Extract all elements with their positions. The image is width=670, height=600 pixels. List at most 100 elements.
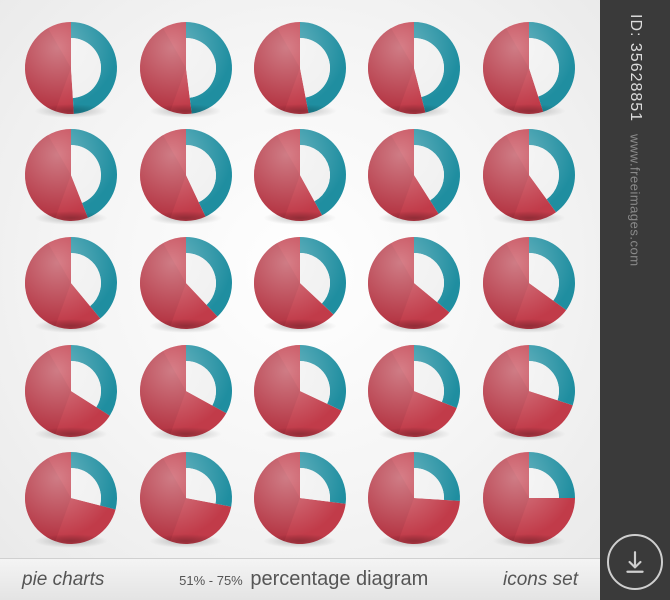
pie-icon-74: [368, 452, 460, 544]
pie-cell: [476, 448, 582, 548]
pie-svg: [254, 129, 346, 221]
pie-shadow: [378, 534, 452, 548]
pie-icon-56: [25, 129, 117, 221]
sheen-overlay: [254, 345, 346, 437]
pie-cell: [247, 126, 353, 226]
pie-cell: [247, 18, 353, 118]
sheen-overlay: [368, 22, 460, 114]
sheen-overlay: [25, 345, 117, 437]
pie-icon-73: [254, 452, 346, 544]
pie-svg: [483, 345, 575, 437]
pie-cell: [132, 341, 238, 441]
pie-icon-62: [140, 237, 232, 329]
pie-cell: [361, 233, 467, 333]
download-icon: [622, 549, 648, 575]
pie-icon-75: [483, 452, 575, 544]
pie-cell: [18, 126, 124, 226]
stock-sidebar: ID: 35628851 www.freeimages.com: [600, 0, 670, 600]
pie-cell: [18, 341, 124, 441]
pie-shadow: [149, 319, 223, 333]
sheen-overlay: [25, 452, 117, 544]
sheen-overlay: [140, 22, 232, 114]
pie-shadow: [263, 534, 337, 548]
pie-shadow: [149, 427, 223, 441]
pie-cell: [361, 448, 467, 548]
pie-svg: [254, 22, 346, 114]
pie-icon-51: [25, 22, 117, 114]
pie-shadow: [34, 534, 108, 548]
pie-svg: [25, 345, 117, 437]
sheen-overlay: [140, 345, 232, 437]
pie-cell: [476, 233, 582, 333]
pie-svg: [483, 452, 575, 544]
sheen-overlay: [483, 452, 575, 544]
pie-cell: [132, 18, 238, 118]
pie-svg: [140, 129, 232, 221]
pie-svg: [483, 237, 575, 329]
pie-svg: [368, 129, 460, 221]
pie-cell: [18, 233, 124, 333]
pie-grid: [0, 0, 600, 558]
pie-cell: [361, 126, 467, 226]
pie-cell: [361, 18, 467, 118]
caption-mid: 51% - 75% percentage diagram: [179, 568, 428, 591]
sheen-overlay: [483, 237, 575, 329]
pie-icon-57: [140, 129, 232, 221]
pie-icon-64: [368, 237, 460, 329]
pie-svg: [368, 345, 460, 437]
pie-icon-60: [483, 129, 575, 221]
sheen-overlay: [368, 345, 460, 437]
pie-icon-54: [368, 22, 460, 114]
pie-icon-53: [254, 22, 346, 114]
pie-icon-61: [25, 237, 117, 329]
pie-shadow: [263, 319, 337, 333]
pie-shadow: [34, 211, 108, 225]
pie-icon-63: [254, 237, 346, 329]
sheen-overlay: [368, 129, 460, 221]
pie-shadow: [492, 427, 566, 441]
pie-icon-71: [25, 452, 117, 544]
pie-icon-59: [368, 129, 460, 221]
pie-shadow: [34, 427, 108, 441]
sheen-overlay: [25, 22, 117, 114]
pie-icon-52: [140, 22, 232, 114]
pie-svg: [140, 22, 232, 114]
pie-shadow: [263, 104, 337, 118]
pie-cell: [476, 126, 582, 226]
pie-cell: [132, 126, 238, 226]
pie-cell: [132, 233, 238, 333]
sheen-overlay: [254, 452, 346, 544]
pie-cell: [18, 18, 124, 118]
pie-svg: [368, 22, 460, 114]
pie-shadow: [34, 104, 108, 118]
pie-icon-67: [140, 345, 232, 437]
pie-cell: [132, 448, 238, 548]
pie-shadow: [378, 211, 452, 225]
pie-icon-68: [254, 345, 346, 437]
pie-svg: [25, 22, 117, 114]
pie-svg: [140, 345, 232, 437]
pie-icon-72: [140, 452, 232, 544]
pie-cell: [247, 341, 353, 441]
art-canvas: pie charts 51% - 75% percentage diagram …: [0, 0, 600, 600]
sheen-overlay: [368, 237, 460, 329]
pie-shadow: [34, 319, 108, 333]
pie-svg: [254, 237, 346, 329]
pie-svg: [483, 22, 575, 114]
sheen-overlay: [25, 237, 117, 329]
pie-svg: [368, 452, 460, 544]
pie-shadow: [378, 104, 452, 118]
sheen-overlay: [140, 237, 232, 329]
pie-shadow: [492, 534, 566, 548]
pie-svg: [25, 452, 117, 544]
sheen-overlay: [483, 129, 575, 221]
download-button[interactable]: [607, 534, 663, 590]
pie-cell: [247, 448, 353, 548]
pie-shadow: [378, 427, 452, 441]
sheen-overlay: [254, 22, 346, 114]
pie-svg: [254, 345, 346, 437]
pie-shadow: [492, 104, 566, 118]
pie-cell: [476, 18, 582, 118]
pie-icon-70: [483, 345, 575, 437]
caption-mid-big: percentage diagram: [250, 568, 428, 590]
